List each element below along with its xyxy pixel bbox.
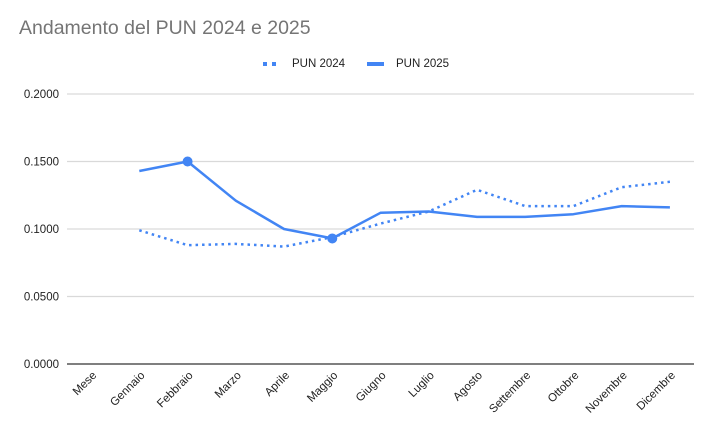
x-tick-label: Settembre (487, 370, 533, 416)
data-point-marker[interactable] (327, 233, 338, 244)
y-tick-label: 0.0000 (24, 359, 59, 371)
legend-item-pun-2025[interactable]: PUN 2025 (367, 58, 449, 70)
series-line-pun-2025[interactable] (139, 160, 670, 240)
x-tick-label: Luglio (407, 370, 437, 400)
y-tick-label: 0.1000 (24, 224, 59, 236)
series-lines (138, 156, 671, 248)
x-tick-label: Marzo (213, 370, 244, 401)
legend-label: PUN 2025 (396, 58, 450, 70)
legend-label: PUN 2024 (292, 58, 346, 70)
chart-legend: PUN 2024 PUN 2025 (0, 58, 713, 74)
x-axis: Mese Gennaio Febbraio Marzo Aprile Maggio Giug… (71, 370, 678, 416)
y-axis: 0.0000 0.0500 0.1000 0.1500 0.2000 (24, 89, 59, 371)
y-tick-label: 0.0500 (24, 292, 59, 304)
x-tick-label: Giugno (354, 370, 389, 405)
chart-title: Andamento del PUN 2024 e 2025 (19, 17, 311, 39)
x-tick-label: Maggio (305, 370, 340, 405)
x-tick-label: Dicembre (635, 370, 678, 413)
solid-line-swatch-icon (367, 62, 384, 66)
legend-item-pun-2024[interactable]: PUN 2024 (263, 58, 345, 70)
x-tick-label: Agosto (451, 370, 485, 404)
gridlines (67, 93, 694, 365)
y-tick-label: 0.1500 (24, 157, 59, 169)
x-tick-label: Febbraio (155, 370, 196, 411)
series-line-pun-2024[interactable] (138, 180, 671, 248)
x-tick-label: Mese (71, 370, 99, 398)
x-tick-label: Gennaio (108, 370, 147, 409)
dotted-line-swatch-icon (263, 62, 280, 66)
x-tick-label: Aprile (263, 370, 292, 399)
x-tick-label: Ottobre (546, 370, 582, 406)
x-tick-label: Novembre (584, 370, 630, 416)
data-point-marker[interactable] (182, 156, 193, 167)
y-tick-label: 0.2000 (24, 89, 59, 101)
